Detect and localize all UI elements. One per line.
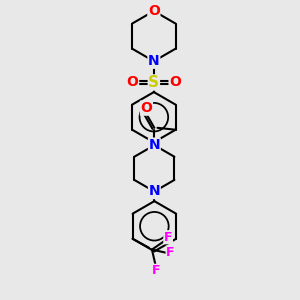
Text: O: O <box>148 4 160 18</box>
Text: F: F <box>164 231 172 244</box>
Text: F: F <box>152 264 160 277</box>
Text: N: N <box>148 138 160 152</box>
Text: O: O <box>169 75 181 89</box>
Text: N: N <box>148 54 160 68</box>
Text: O: O <box>140 101 152 115</box>
Text: N: N <box>148 184 160 199</box>
Text: F: F <box>166 246 175 259</box>
Text: O: O <box>127 75 139 89</box>
Text: S: S <box>148 75 159 90</box>
